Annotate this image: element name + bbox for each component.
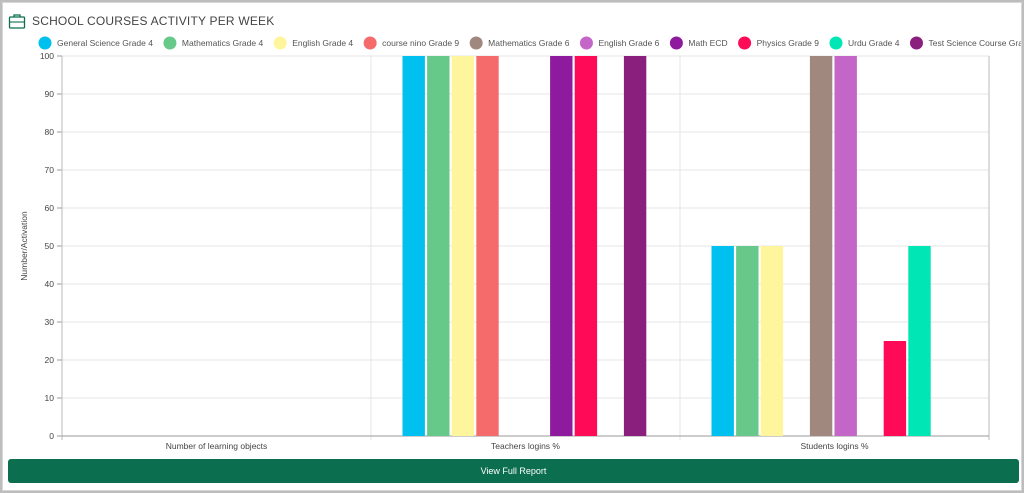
card-header: SCHOOL COURSES ACTIVITY PER WEEK [8,11,274,31]
legend-marker [829,36,843,50]
legend-marker [273,36,287,50]
legend-label: Physics Grade 9 [757,38,820,48]
bar [427,56,450,436]
bar [402,56,425,436]
card-title: SCHOOL COURSES ACTIVITY PER WEEK [32,14,275,28]
legend-marker [469,36,483,50]
y-tick-label: 0 [49,431,54,441]
view-full-report-button[interactable]: View Full Report [8,459,1019,483]
category-label: Number of learning objects [166,441,268,451]
bar [736,246,759,436]
legend-marker [38,36,52,50]
legend-marker [363,36,377,50]
legend-label: Mathematics Grade 4 [182,38,264,48]
briefcase-icon [8,14,26,29]
bar [476,56,499,436]
bar [451,56,475,436]
bar [711,246,734,436]
y-tick-label: 20 [45,355,55,365]
category-label: Students logins % [800,441,868,451]
category-label: Teachers logins % [491,441,560,451]
y-tick-label: 100 [40,51,54,61]
legend-marker [579,36,593,50]
legend-label: Urdu Grade 4 [848,38,900,48]
y-tick-label: 40 [45,279,55,289]
bar [550,56,573,436]
y-tick-label: 90 [45,89,55,99]
legend-label: English Grade 4 [292,38,353,48]
bar-chart: 0 10 20 30 40 50 60 70 80 90 100 Number of learning… [19,36,1021,451]
legend-label: Test Science Course Grade 1 [928,38,1021,48]
legend-label: Math ECD [688,38,727,48]
y-axis-label: Number/Activation [19,211,29,281]
bar [623,56,647,436]
bar [834,56,857,436]
bar [908,246,931,436]
bar [760,246,784,436]
y-tick-label: 10 [45,393,55,403]
legend-marker [738,36,752,50]
legend-marker [669,36,683,50]
legend-marker [163,36,177,50]
legend-label: course nino Grade 9 [382,38,459,48]
legend-marker [909,36,923,50]
legend-label: English Grade 6 [598,38,659,48]
y-tick-label: 60 [45,203,55,213]
bar [809,56,833,436]
y-tick-label: 30 [45,317,55,327]
y-tick-label: 80 [45,127,55,137]
y-tick-label: 50 [45,241,55,251]
legend-label: General Science Grade 4 [57,38,153,48]
legend-label: Mathematics Grade 6 [488,38,570,48]
y-tick-label: 70 [45,165,55,175]
bar [883,341,907,436]
bar [574,56,598,436]
